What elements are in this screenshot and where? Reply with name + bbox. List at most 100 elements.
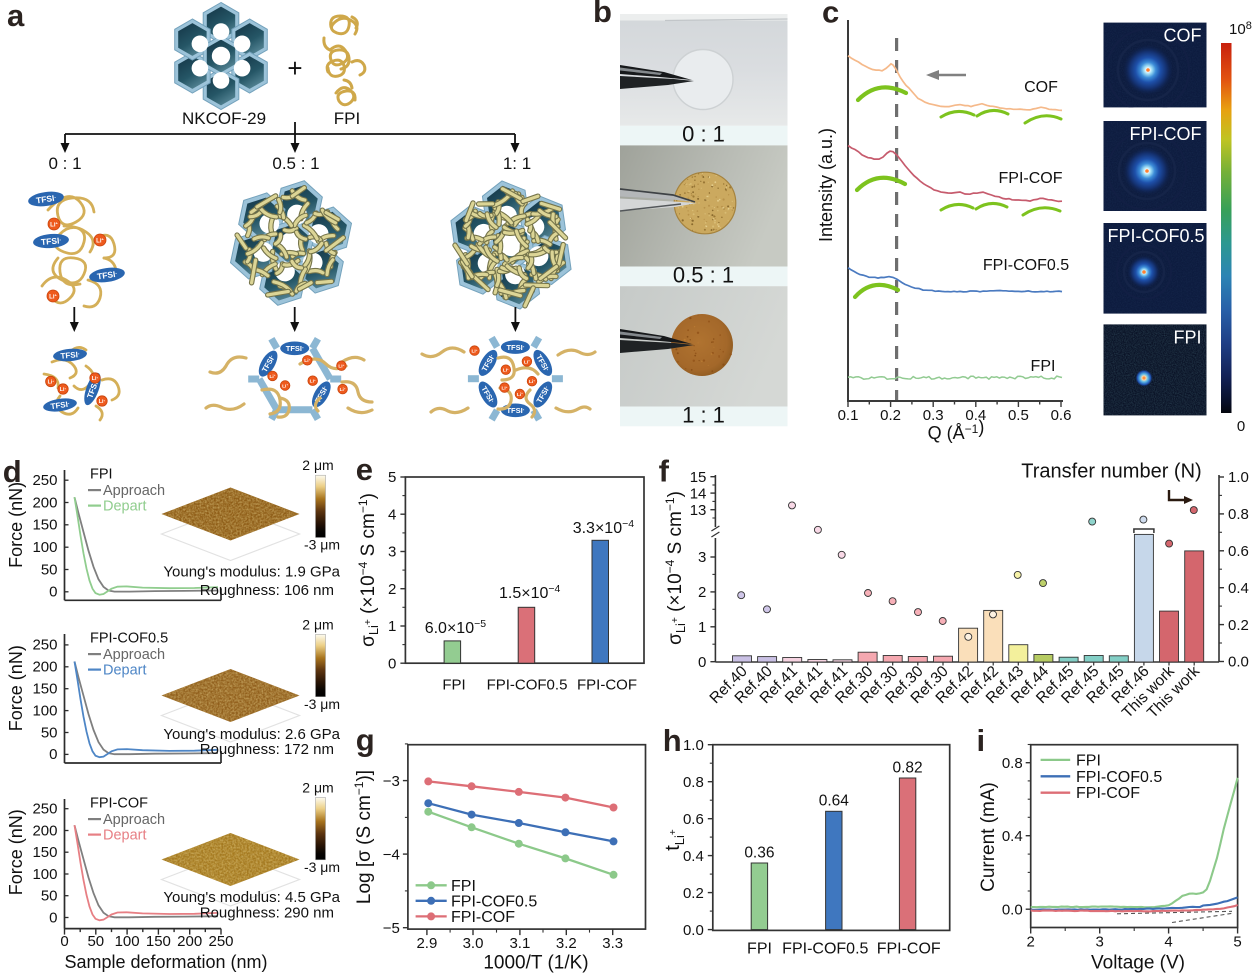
svg-text:Roughness: 172 nm: Roughness: 172 nm [200, 741, 334, 758]
svg-text:Depart: Depart [103, 498, 147, 514]
svg-text:Log [σ (S cm−1)]: Log [σ (S cm−1)] [352, 770, 375, 904]
svg-text:1000/T (1/K): 1000/T (1/K) [483, 953, 588, 974]
svg-text:4: 4 [388, 506, 396, 523]
svg-text:−4: −4 [383, 846, 400, 863]
svg-text:0.5 : 1: 0.5 : 1 [272, 154, 319, 173]
svg-text:0.4: 0.4 [965, 407, 986, 424]
svg-text:150: 150 [32, 681, 57, 698]
svg-text:0.82: 0.82 [893, 760, 923, 777]
svg-text:d: d [3, 454, 22, 489]
svg-text:FPI-COF0.5: FPI-COF0.5 [487, 677, 568, 694]
svg-text:FPI-COF0.5: FPI-COF0.5 [782, 941, 868, 958]
svg-text:Young's modulus: 2.6 GPa: Young's modulus: 2.6 GPa [163, 726, 340, 743]
svg-text:Intensity (a.u.): Intensity (a.u.) [816, 128, 836, 242]
svg-text:COF: COF [1024, 79, 1058, 96]
svg-text:i: i [977, 723, 986, 758]
svg-text:150: 150 [32, 844, 57, 861]
svg-text:0.4: 0.4 [683, 848, 704, 865]
svg-text:0.36: 0.36 [744, 845, 774, 862]
svg-text:TFSI-: TFSI- [506, 343, 524, 352]
svg-text:5: 5 [1233, 934, 1241, 951]
svg-text:0.8: 0.8 [683, 774, 704, 791]
svg-text:250: 250 [32, 637, 57, 654]
svg-text:0.2: 0.2 [683, 885, 704, 902]
svg-text:0.4: 0.4 [1228, 580, 1249, 597]
svg-text:Young's modulus: 1.9 GPa: Young's modulus: 1.9 GPa [163, 564, 340, 581]
svg-text:Force (nN): Force (nN) [6, 482, 26, 568]
svg-text:Li+: Li+ [282, 383, 288, 390]
svg-text:0.5: 0.5 [1008, 407, 1029, 424]
svg-text:2 μm: 2 μm [302, 780, 333, 796]
svg-text:Li+: Li+ [99, 398, 106, 405]
svg-text:e: e [356, 452, 373, 487]
svg-text:100: 100 [32, 539, 57, 556]
svg-text:Li+: Li+ [501, 385, 507, 392]
svg-text:250: 250 [32, 472, 57, 489]
svg-text:1.0: 1.0 [683, 737, 704, 754]
svg-text:Approach: Approach [103, 647, 165, 663]
svg-text:Voltage (V): Voltage (V) [1091, 953, 1185, 974]
svg-text:50: 50 [41, 888, 58, 905]
svg-text:1: 1 [698, 619, 706, 636]
svg-text:0.2: 0.2 [1228, 617, 1249, 634]
svg-text:0: 0 [49, 909, 57, 926]
svg-text:Depart: Depart [103, 827, 147, 843]
svg-text:Transfer number (N): Transfer number (N) [1021, 461, 1201, 483]
svg-text:2 μm: 2 μm [302, 616, 333, 632]
svg-text:FPI: FPI [1173, 327, 1201, 347]
svg-text:Li+: Li+ [60, 386, 67, 393]
svg-text:FPI-COF0.5: FPI-COF0.5 [1107, 226, 1204, 246]
svg-text:0.0: 0.0 [1228, 654, 1249, 671]
svg-text:FPI: FPI [451, 878, 476, 895]
svg-text:FPI-COF: FPI-COF [1076, 785, 1140, 802]
svg-text:FPI-COF: FPI-COF [577, 677, 637, 694]
svg-text:100: 100 [32, 866, 57, 883]
svg-text:6.0×10−5: 6.0×10−5 [425, 618, 487, 637]
svg-text:3.2: 3.2 [556, 935, 577, 952]
svg-text:FPI: FPI [1031, 358, 1056, 375]
svg-text:TFSI-: TFSI- [506, 406, 524, 415]
svg-text:0.8: 0.8 [1002, 755, 1023, 772]
svg-text:FPI: FPI [90, 467, 113, 483]
svg-text:2: 2 [1027, 934, 1035, 951]
svg-text:Current (mA): Current (mA) [978, 782, 999, 892]
svg-text:FPI: FPI [747, 941, 772, 958]
svg-text:0.6: 0.6 [683, 811, 704, 828]
svg-text:Li+: Li+ [48, 379, 55, 386]
svg-text:Roughness: 290 nm: Roughness: 290 nm [200, 904, 334, 921]
svg-text:FPI-COF: FPI-COF [999, 170, 1063, 187]
svg-text:FPI: FPI [334, 109, 360, 128]
svg-text:FPI-COF0.5: FPI-COF0.5 [983, 257, 1069, 274]
svg-text:TFSI-: TFSI- [50, 400, 70, 412]
svg-text:Li+: Li+ [517, 391, 523, 398]
svg-text:0.3: 0.3 [923, 407, 944, 424]
svg-text:c: c [822, 0, 839, 30]
svg-text:-3 μm: -3 μm [304, 696, 340, 712]
svg-text:f: f [659, 454, 670, 489]
svg-text:COF: COF [1164, 26, 1202, 46]
svg-text:Li+: Li+ [96, 236, 104, 244]
svg-text:150: 150 [32, 517, 57, 534]
svg-text:FPI-COF: FPI-COF [1130, 124, 1202, 144]
svg-text:Li+: Li+ [471, 348, 477, 355]
svg-text:1.0: 1.0 [1228, 469, 1249, 486]
svg-text:0: 0 [60, 933, 68, 950]
svg-text:Li+: Li+ [50, 220, 58, 228]
svg-text:FPI: FPI [1076, 752, 1101, 769]
svg-text:100: 100 [115, 933, 140, 950]
svg-text:g: g [356, 723, 375, 758]
svg-text:15: 15 [690, 469, 707, 486]
svg-text:FPI: FPI [442, 677, 465, 694]
svg-text:FPI-COF: FPI-COF [451, 909, 515, 926]
svg-text:1.5×10−4: 1.5×10−4 [499, 583, 561, 602]
svg-text:3.0: 3.0 [463, 935, 484, 952]
svg-text:100: 100 [32, 702, 57, 719]
svg-text:5: 5 [388, 469, 396, 486]
svg-text:Sample deformation (nm): Sample deformation (nm) [64, 952, 267, 972]
svg-text:0: 0 [49, 584, 57, 601]
svg-text:Young's modulus: 4.5 GPa: Young's modulus: 4.5 GPa [163, 889, 340, 906]
svg-text:250: 250 [32, 801, 57, 818]
svg-text:FPI-COF: FPI-COF [877, 941, 941, 958]
svg-text:3.1: 3.1 [509, 935, 530, 952]
svg-text:4: 4 [1164, 934, 1172, 951]
